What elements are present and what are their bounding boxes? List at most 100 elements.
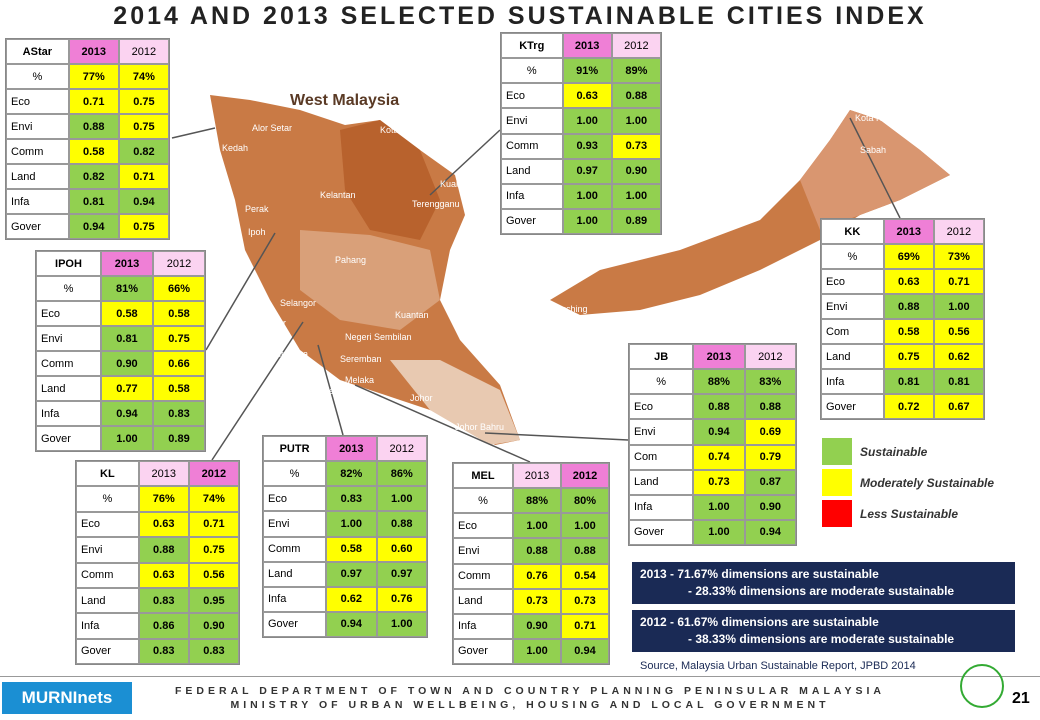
value-cell: 0.94: [68, 214, 119, 239]
map-label: Melaka: [345, 375, 374, 385]
value-cell: 0.75: [118, 114, 169, 139]
value-cell: 1.00: [561, 513, 609, 539]
johor: [390, 360, 520, 445]
value-cell: 0.75: [118, 89, 169, 114]
value-cell: 0.88: [376, 511, 427, 537]
note-line: - 28.33% dimensions are moderate sustain…: [688, 584, 955, 598]
value-cell: 1.00: [100, 426, 153, 451]
value-cell: 0.86: [138, 613, 189, 639]
table: IPOH 2013 2012% 81% 66% Eco 0.58 0.58 Envi 0.81 0.…: [35, 250, 206, 452]
value-cell: 0.88: [513, 538, 562, 564]
row-label: Gover: [501, 208, 563, 234]
row-label: %: [263, 461, 327, 487]
value-cell: 0.94: [100, 401, 153, 426]
value-cell: 74%: [118, 64, 169, 89]
arrow: [205, 232, 276, 351]
value-cell: 0.75: [152, 326, 205, 351]
value-cell: 0.81: [100, 326, 153, 351]
table-name: KL: [76, 461, 139, 487]
value-cell: 0.60: [376, 536, 427, 562]
row-label: %: [629, 369, 694, 395]
value-cell: 0.87: [744, 469, 796, 495]
map-label: Bandar Melaka: [290, 386, 351, 396]
value-cell: 0.90: [744, 494, 796, 520]
value-cell: 1.00: [611, 183, 661, 209]
value-cell: 0.76: [376, 586, 427, 612]
table-header: 2013: [562, 33, 612, 59]
arrow: [317, 344, 344, 436]
value-cell: 1.00: [693, 494, 745, 520]
value-cell: 83%: [744, 369, 796, 395]
row-label: Infa: [6, 189, 69, 214]
footer: FEDERAL DEPARTMENT OF TOWN AND COUNTRY P…: [150, 684, 910, 712]
row-label: Land: [821, 344, 884, 369]
value-cell: 0.74: [693, 444, 745, 470]
value-cell: 0.58: [883, 319, 934, 344]
map-label: Sabah: [860, 145, 886, 155]
table-name: AStar: [6, 39, 69, 64]
row-label: Envi: [821, 294, 884, 319]
legend: Sustainable Moderately Sustainable Less Su…: [822, 436, 994, 529]
table-header: 2013: [138, 461, 189, 487]
table: JB 2013 2012% 88% 83% Eco 0.88 0.88 Envi 0.94 0.69…: [628, 343, 797, 546]
row-label: Eco: [629, 394, 694, 420]
value-cell: 0.97: [376, 561, 427, 587]
value-cell: 1.00: [611, 108, 661, 134]
map-label: Alor Setar: [252, 123, 292, 133]
row-label: Eco: [453, 513, 514, 539]
value-cell: 0.56: [188, 562, 239, 588]
value-cell: 66%: [152, 276, 205, 301]
value-cell: 0.67: [933, 394, 984, 419]
table-header: 2013: [883, 219, 934, 244]
value-cell: 0.73: [513, 588, 562, 614]
value-cell: 0.77: [100, 376, 153, 401]
value-cell: 0.88: [693, 394, 745, 420]
value-cell: 0.94: [561, 638, 609, 664]
row-label: Envi: [76, 537, 139, 563]
row-label: Land: [263, 561, 327, 587]
legend-swatch: [822, 469, 852, 496]
legend-item: Moderately Sustainable: [822, 467, 994, 498]
row-label: Envi: [36, 326, 101, 351]
arrow: [354, 384, 531, 463]
value-cell: 0.88: [138, 537, 189, 563]
arrow: [211, 321, 304, 461]
value-cell: 0.81: [933, 369, 984, 394]
map-label: Kuching: [555, 304, 588, 314]
row-label: %: [501, 58, 563, 84]
row-label: %: [821, 244, 884, 269]
value-cell: 1.00: [326, 511, 377, 537]
map-label: Perlis: [212, 67, 235, 77]
value-cell: 0.90: [188, 613, 239, 639]
row-label: Infa: [501, 183, 563, 209]
map-label: Perak: [245, 204, 269, 214]
value-cell: 73%: [933, 244, 984, 269]
row-label: Comm: [6, 139, 69, 164]
table: KL 2013 2012% 76% 74% Eco 0.63 0.71 Envi 0.88 0.75…: [75, 460, 240, 665]
row-label: Infa: [821, 369, 884, 394]
table-header: 2012: [188, 461, 239, 487]
table-header: 2013: [326, 436, 377, 462]
row-label: Eco: [821, 269, 884, 294]
map-label: Kuala Terengganu: [440, 179, 513, 189]
value-cell: 0.58: [326, 536, 377, 562]
row-label: %: [76, 486, 139, 512]
value-cell: 1.00: [513, 513, 562, 539]
value-cell: 1.00: [376, 486, 427, 512]
arrow: [484, 432, 629, 441]
rule: [0, 676, 1040, 677]
value-cell: 0.62: [326, 586, 377, 612]
row-label: Envi: [629, 419, 694, 445]
row-label: %: [36, 276, 101, 301]
value-cell: 0.83: [188, 638, 239, 664]
table-name: PUTR: [263, 436, 327, 462]
value-cell: 82%: [326, 461, 377, 487]
row-label: Eco: [36, 301, 101, 326]
value-cell: 77%: [68, 64, 119, 89]
source: Source, Malaysia Urban Sustainable Repor…: [640, 660, 916, 672]
map-label: Kelantan: [320, 190, 356, 200]
title: 2014 AND 2013 SELECTED SUSTAINABLE CITIE…: [113, 2, 927, 30]
value-cell: 1.00: [376, 611, 427, 637]
value-cell: 0.71: [933, 269, 984, 294]
row-label: Comm: [76, 562, 139, 588]
